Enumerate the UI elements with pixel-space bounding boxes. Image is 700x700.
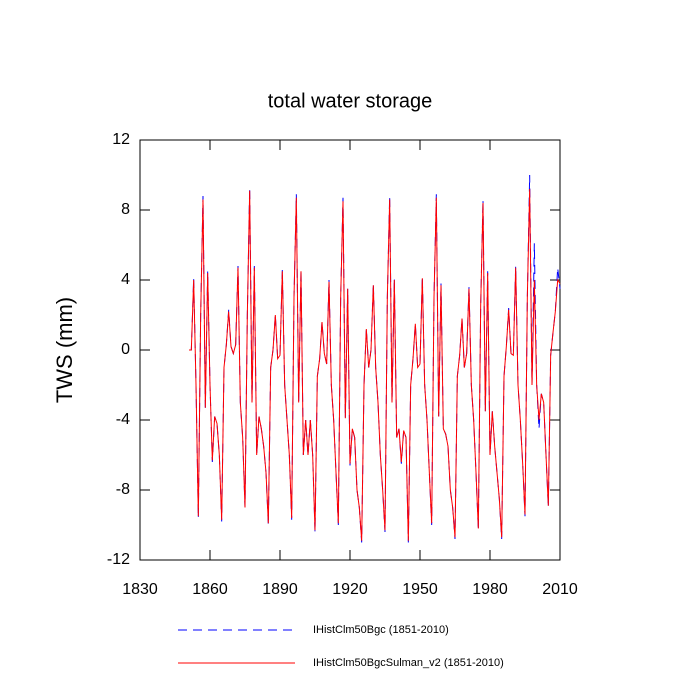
y-tick-label: 8 [121, 201, 130, 218]
x-tick-label: 1830 [122, 581, 158, 598]
chart-title: total water storage [268, 90, 433, 112]
y-tick-label: -12 [107, 551, 130, 568]
y-tick-label: -8 [116, 481, 130, 498]
y-tick-label: 0 [121, 341, 130, 358]
y-tick-label: 4 [121, 271, 130, 288]
x-tick-label: 1950 [402, 581, 438, 598]
x-tick-label: 1980 [472, 581, 508, 598]
y-tick-label: 12 [112, 131, 130, 148]
legend-label: IHistClm50Bgc (1851-2010) [313, 624, 449, 636]
x-tick-label: 1890 [262, 581, 298, 598]
x-tick-label: 2010 [542, 581, 578, 598]
x-tick-label: 1920 [332, 581, 368, 598]
legend-label: IHistClm50BgcSulman_v2 (1851-2010) [313, 657, 504, 669]
y-axis-label: TWS (mm) [52, 297, 77, 403]
x-tick-label: 1860 [192, 581, 228, 598]
y-tick-label: -4 [116, 411, 130, 428]
series-line [189, 188, 561, 541]
